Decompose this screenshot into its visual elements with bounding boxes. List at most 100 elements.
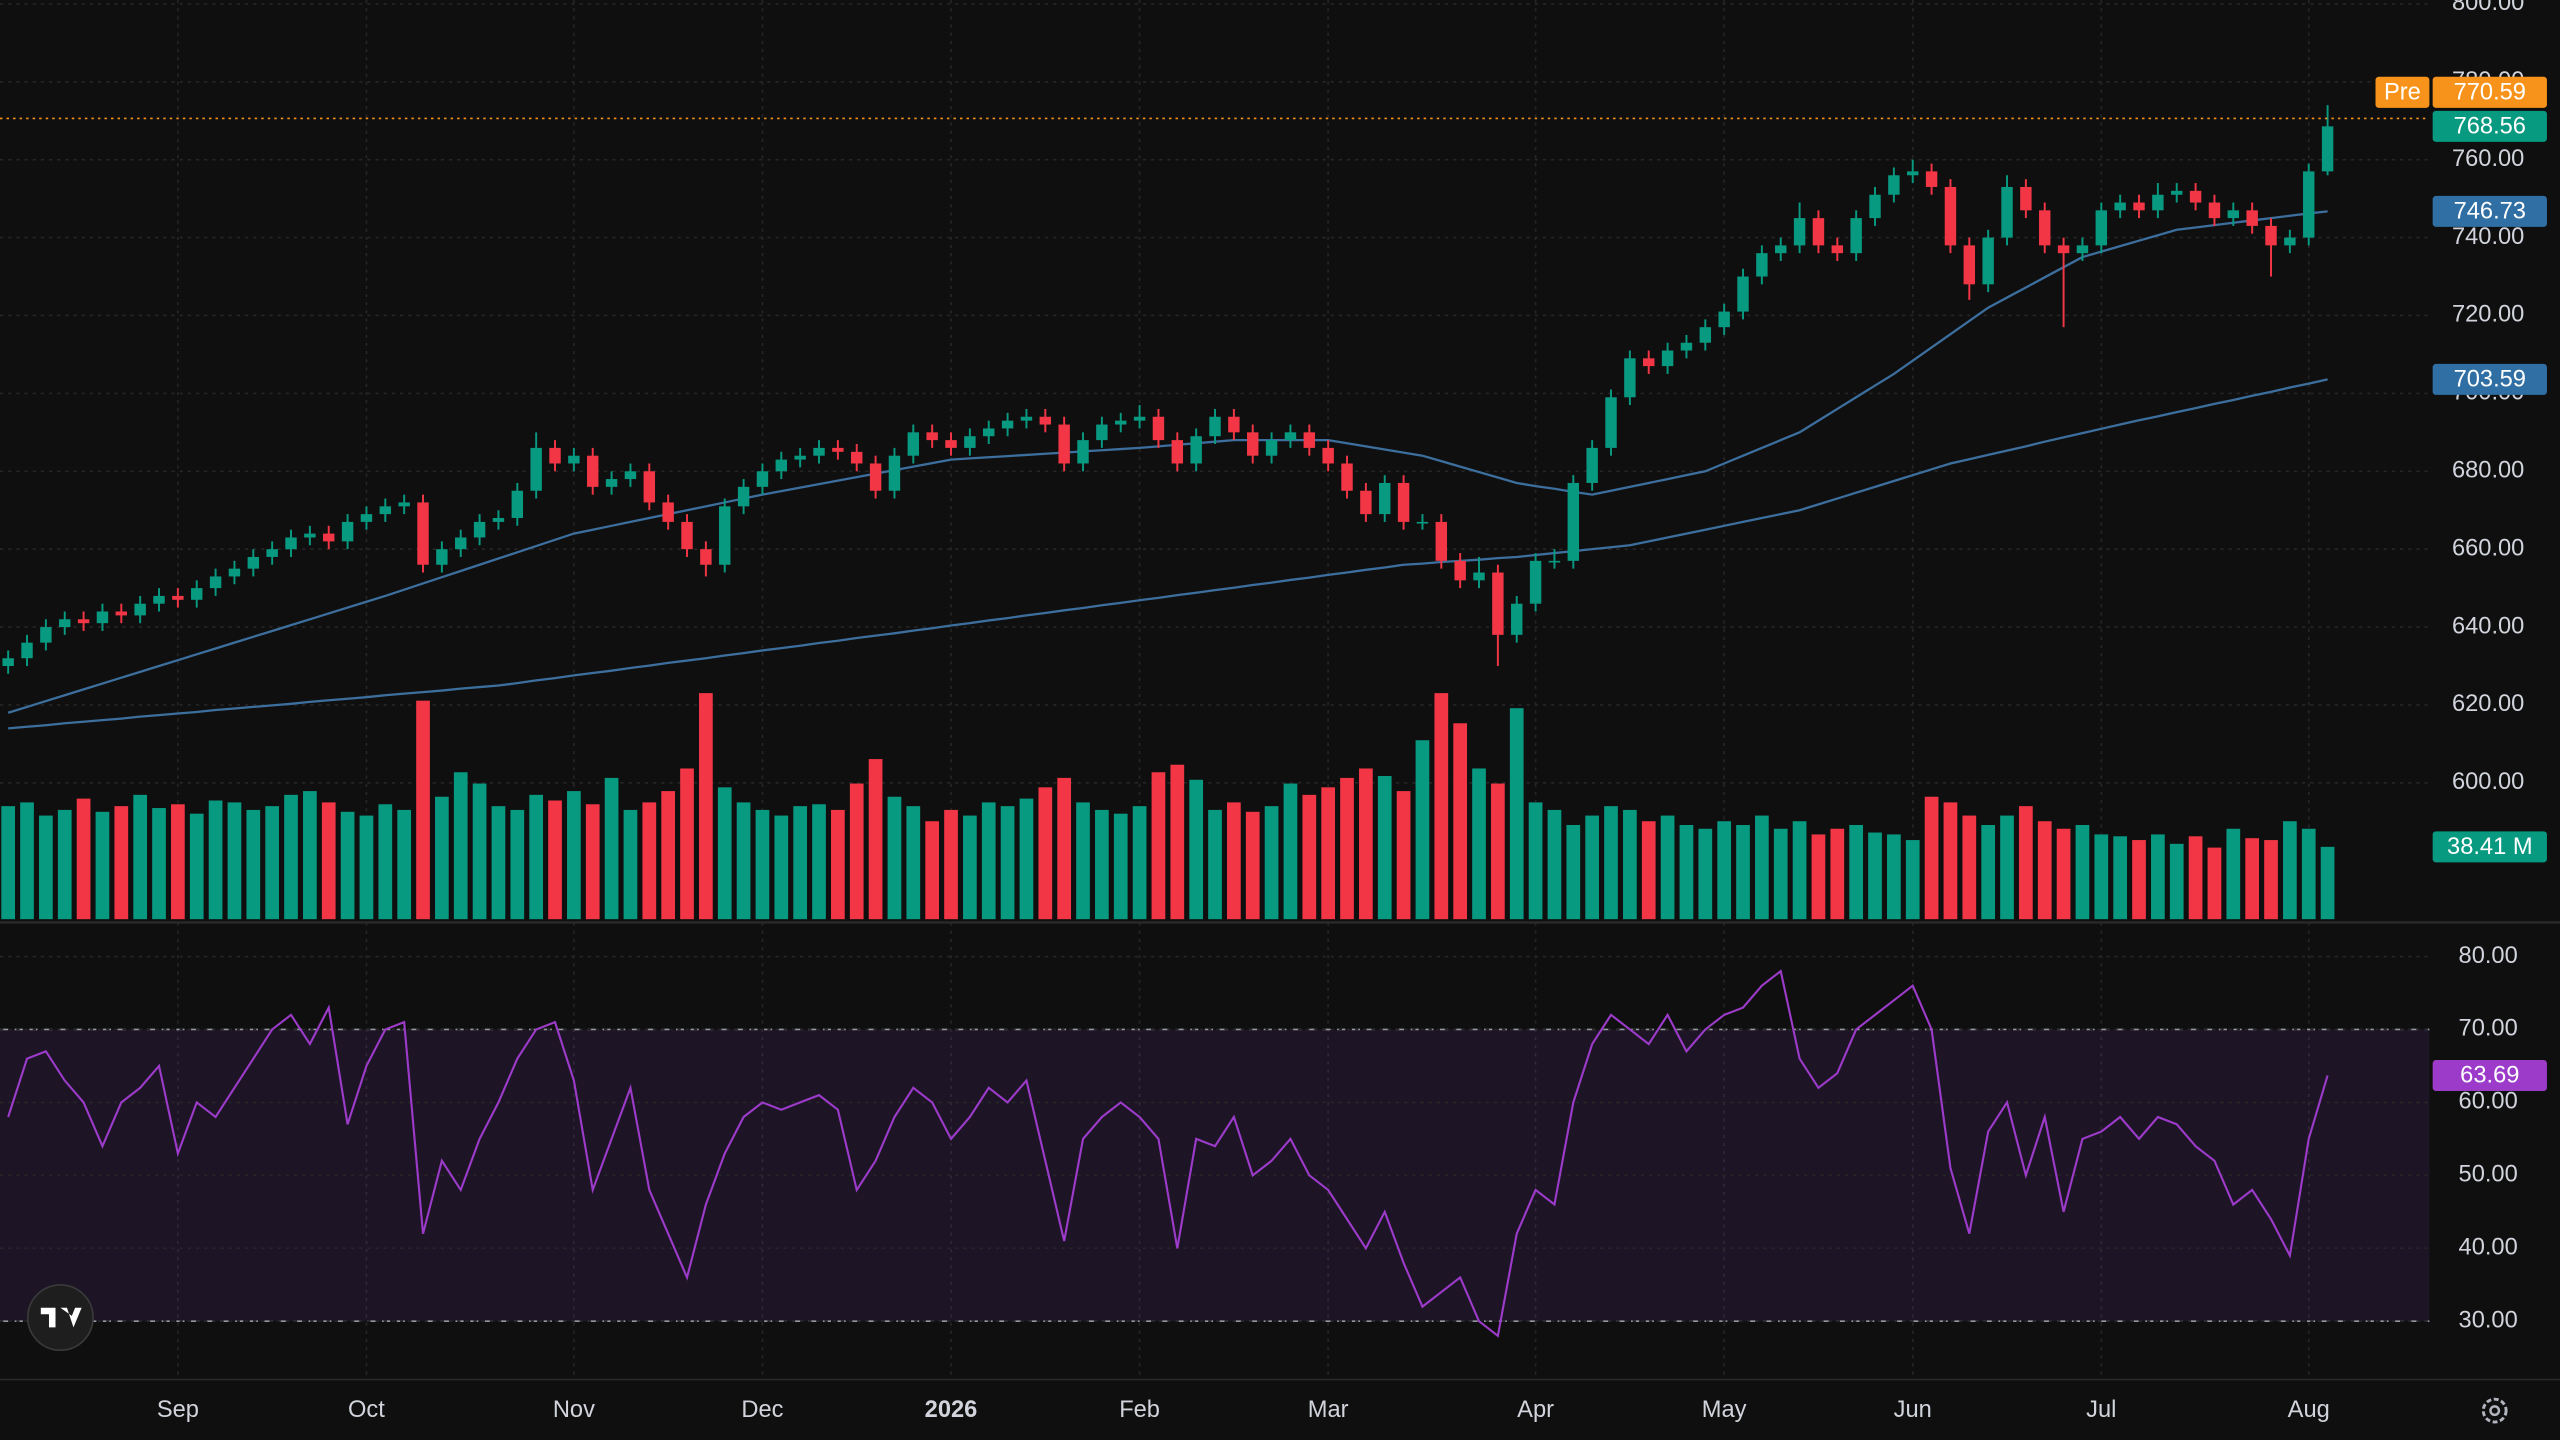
volume-bar (1189, 779, 1204, 920)
candle-body (2114, 202, 2126, 211)
volume-bar (755, 809, 770, 920)
volume-bar (1132, 806, 1147, 920)
volume-bar (1981, 824, 1996, 920)
volume-bar (680, 768, 694, 920)
volume-bar (1076, 802, 1090, 920)
volume-bar (567, 791, 581, 920)
x-tick-label: Jun (1894, 1397, 1932, 1423)
candle-body (360, 514, 373, 522)
candle-body (77, 619, 90, 624)
volume-bar (171, 804, 185, 920)
volume-bar (1887, 834, 1901, 920)
volume-bar (1491, 783, 1505, 920)
candle-body (398, 502, 410, 507)
volume-bar (1905, 840, 1920, 920)
candle-body (1397, 482, 1410, 522)
last-price-label: 768.56 (2454, 113, 2526, 139)
volume-bar (1396, 791, 1411, 920)
candle-body (1643, 358, 1655, 367)
volume-bar (906, 806, 921, 920)
x-tick-label: Jul (2086, 1397, 2116, 1423)
volume-bar (1057, 777, 1072, 920)
volume-bar (2075, 824, 2090, 920)
candle-body (1077, 440, 1089, 464)
candle-body (1171, 440, 1184, 464)
volume-bar (1585, 815, 1600, 920)
volume-bar (246, 809, 261, 920)
volume-bar (736, 802, 751, 920)
candle-body (643, 471, 656, 503)
candle-body (2208, 202, 2221, 219)
volume-bar (1000, 806, 1015, 920)
x-tick-label: Dec (741, 1397, 783, 1423)
y-tick-label: 600.00 (2452, 769, 2524, 795)
volume-bar (1755, 815, 1769, 920)
logo-mark[interactable] (40, 1307, 82, 1328)
candle-body (1850, 218, 1862, 254)
settings-button[interactable] (2481, 1397, 2508, 1424)
volume-bar (152, 808, 166, 920)
volume-bar (1359, 768, 1373, 920)
gear-outer[interactable] (2481, 1397, 2508, 1424)
logo-circle[interactable] (26, 1284, 94, 1352)
candle-body (2321, 126, 2334, 172)
volume-bar (1113, 813, 1128, 920)
volume-bar (1302, 794, 1317, 920)
volume-bar (1604, 806, 1618, 920)
volume-bar (1340, 777, 1354, 920)
y-tick-label: 800.00 (2452, 0, 2524, 16)
candle-body (2095, 210, 2108, 246)
candle-body (926, 432, 938, 441)
candle-body (1435, 521, 1448, 561)
logo[interactable] (26, 1284, 94, 1352)
volume-bar (2283, 821, 2297, 920)
candle-body (285, 537, 297, 550)
volume-bar (849, 783, 864, 920)
volume-bar (284, 794, 298, 920)
candle-body (1586, 447, 1598, 483)
candle-body (1152, 416, 1165, 441)
volume-bar (2301, 828, 2316, 920)
volume-bar (2113, 836, 2128, 920)
volume-bar (699, 693, 713, 920)
volume-bar (2188, 836, 2203, 920)
candle-body (2227, 210, 2240, 219)
candle-body (1888, 175, 1900, 195)
candle-body (662, 502, 674, 522)
volume-bar (1698, 828, 1713, 920)
volume-bar (1830, 828, 1845, 920)
candle-body (1944, 186, 1957, 246)
y-tick-label: 720.00 (2452, 302, 2524, 328)
volume-bar (1717, 821, 1732, 920)
volume-bar (1227, 802, 1241, 920)
volume-bar (453, 772, 468, 920)
volume-bar (76, 798, 91, 920)
premarket-price-label-bg (2432, 76, 2547, 108)
candle-body (1322, 447, 1334, 464)
candle-body (492, 518, 505, 522)
candle-body (1661, 350, 1674, 367)
volume-bar (1472, 768, 1486, 920)
volume-bar (831, 809, 845, 920)
volume-bar (1736, 824, 1750, 920)
rsi-label: 63.69 (2460, 1063, 2519, 1089)
volume-bar (2226, 828, 2241, 920)
candle-body (888, 455, 901, 491)
candle-body (2152, 194, 2164, 211)
candle-body (624, 471, 637, 480)
candle-body (511, 490, 524, 519)
volume-bar (1453, 723, 1468, 920)
candle-body (134, 603, 146, 616)
volume-bar (1773, 828, 1788, 920)
candle-body (172, 595, 184, 600)
ma-price-label: 746.73 (2454, 198, 2526, 224)
candle-body (2039, 210, 2051, 246)
gear-inner[interactable] (2489, 1405, 2501, 1417)
candle-body (1963, 245, 1976, 285)
x-tick-label: Feb (1119, 1397, 1160, 1423)
volume-bar (2320, 846, 2335, 920)
candle-body (1360, 490, 1372, 515)
volume-bar (1641, 821, 1656, 920)
volume-bar (39, 815, 53, 920)
candle-body (1737, 276, 1749, 312)
